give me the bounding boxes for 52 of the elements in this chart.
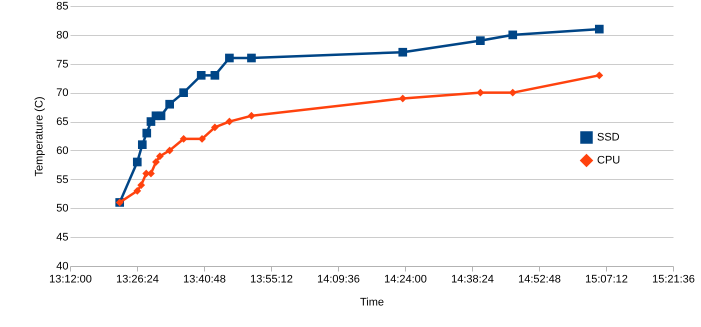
point [594, 24, 604, 34]
x-tick-label: 15:21:36 [652, 274, 695, 286]
point [476, 36, 485, 45]
point [398, 48, 408, 57]
point [152, 158, 160, 166]
point [211, 123, 219, 132]
y-tick-label: 65 [56, 116, 68, 128]
point [137, 181, 146, 189]
y-tick-label: 50 [56, 202, 68, 215]
point [165, 100, 174, 109]
point [156, 152, 164, 160]
y-tick-label: 45 [56, 232, 68, 244]
point [398, 94, 407, 102]
point [156, 111, 166, 120]
x-tick-label: 13:55:12 [250, 274, 293, 286]
x-tick-label: 14:24:00 [384, 274, 427, 286]
x-tick-label: 15:07:12 [585, 274, 628, 286]
point [133, 187, 142, 195]
point [180, 135, 188, 143]
point [508, 88, 517, 97]
x-axis-title: Time [360, 296, 384, 308]
y-tick-label: 60 [56, 144, 68, 157]
point [225, 54, 234, 62]
point [196, 71, 206, 80]
point [595, 71, 604, 80]
point [179, 88, 188, 97]
point [476, 88, 484, 97]
point [508, 30, 518, 40]
legend-label: CPU [597, 154, 620, 166]
y-tick-label: 75 [56, 58, 68, 70]
x-tick-label: 14:38:24 [451, 274, 494, 286]
x-tick-label: 13:40:48 [183, 274, 226, 286]
y-axis-title: Temperature (C) [33, 96, 46, 177]
point [166, 146, 174, 154]
point [210, 71, 220, 80]
point [132, 158, 142, 166]
point [142, 128, 152, 138]
y-tick-label: 80 [56, 29, 68, 42]
y-tick-label: 70 [56, 87, 68, 100]
legend-label: SSD [597, 132, 620, 144]
x-tick-label: 13:26:24 [116, 274, 159, 286]
point [138, 140, 147, 149]
point [247, 54, 256, 62]
point [226, 118, 234, 126]
y-tick-label: 40 [56, 260, 68, 272]
point [248, 112, 256, 120]
y-tick-label: 55 [56, 174, 68, 186]
x-tick-label: 14:09:36 [317, 274, 360, 286]
x-tick-label: 13:12:00 [49, 274, 92, 286]
y-tick-label: 85 [56, 0, 68, 12]
x-tick-label: 14:52:48 [518, 274, 561, 286]
point [198, 135, 206, 143]
